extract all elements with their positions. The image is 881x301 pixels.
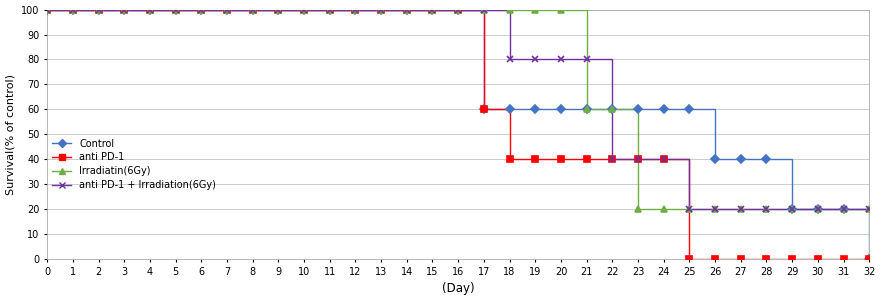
Y-axis label: Survival(% of control): Survival(% of control) [5,74,16,195]
Legend: Control, anti PD-1, Irradiatin(6Gy), anti PD-1 + Irradiation(6Gy): Control, anti PD-1, Irradiatin(6Gy), ant… [52,138,216,190]
X-axis label: (Day): (Day) [442,282,475,296]
